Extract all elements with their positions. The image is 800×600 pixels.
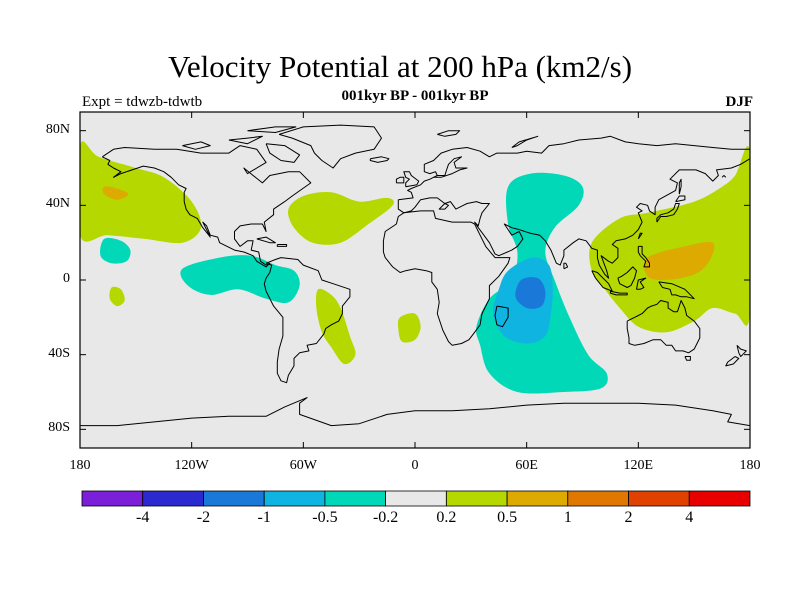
coastline-borneo [617,266,637,288]
coastline-sulawesi [636,277,647,290]
map-frame [79,111,751,449]
coastline-hokkaido [675,195,686,203]
colorbar-box [324,490,386,507]
coastline-java [609,290,628,296]
colorbar-box [445,490,508,507]
coastline-australia [626,300,701,354]
coastline-africa [382,210,511,346]
contour-pos-small-pacific [109,286,125,307]
coastline-philippines [637,245,650,268]
season-label: DJF [725,94,754,110]
coastline-madagascar [494,305,509,328]
colorbar-box [506,490,569,507]
coastline-canadian-arch-2 [228,135,263,145]
coastline-new-guinea [658,281,695,300]
coastline-cuba [256,236,276,244]
lon-label-5: 120E [623,458,654,473]
lat-label-40N: 40N [45,196,70,212]
plot-subtitle: 001kyr BP - 001kyr BP [341,88,489,104]
colorbar-box [263,490,326,507]
coastline-hispaniola [276,244,288,247]
lat-label-0: 0 [63,271,70,286]
colorbar-box [688,490,751,507]
coastline-kamchatka-island [721,175,727,178]
contour-pos-west-pacific-core [644,241,715,281]
colorbar-box [385,490,447,507]
lon-label-2: 60W [289,458,317,473]
coastline-tasmania [684,356,691,361]
colorbar-label: -0.5 [312,509,338,526]
contour-pos-south-america [315,288,356,365]
colorbar-box [567,490,629,507]
colorbar-label: -4 [136,509,150,526]
lon-label-6: 180 [739,458,761,473]
coastline-ireland [395,176,405,184]
colorbar-box [203,490,265,507]
coastline-taiwan [637,232,643,240]
lat-label-40S: 40S [48,345,70,361]
colorbar-label: -2 [196,509,211,526]
coastline-new-zealand-s [725,356,740,367]
colorbar-label: 1 [563,509,572,526]
coastline-japan [656,203,680,223]
lon-label-0: 180 [69,458,91,473]
contour-pos-north-pacific-core [102,186,129,200]
plot-title: Velocity Potential at 200 hPa (km2/s) [167,49,633,84]
coastline-canadian-arch-1 [182,141,211,150]
lat-label-80S: 80S [48,420,70,436]
coastline-north-america [102,145,312,268]
coastline-new-zealand-n [736,344,747,357]
coastline-antarctica [80,397,750,427]
contour-neg-tropical-east-pacific [180,255,300,304]
coastline-baltic [433,156,468,178]
colorbar-label: -0.2 [372,509,399,526]
coastline-britain [403,171,420,188]
coastlines [80,124,750,427]
contour-neg-indian-ocean-core [515,277,546,309]
contour-pos-south-atlantic [397,313,421,343]
colorbar [81,490,751,507]
contour-pos-north-pacific [80,141,202,244]
coastline-canadian-arch-3 [247,126,297,133]
colorbar-label: -1 [257,509,271,526]
colorbar-label: 2 [624,509,633,526]
coastline-svalbard [437,130,461,137]
colorbar-box [628,490,690,507]
contour-pos-north-atlantic [288,192,394,245]
experiment-label: Expt = tdwzb-tdwtb [82,94,203,110]
colorbar-label: 0.2 [436,509,457,526]
coastline-novaya-zemlya [511,135,539,148]
coastline-south-america [263,257,351,384]
coastline-sakhalin [678,178,682,195]
coastline-greenland [278,124,382,169]
colorbar-label: 4 [685,509,694,526]
lon-label-3: 0 [411,458,419,473]
lat-label-80N: 80N [45,121,70,137]
lon-label-4: 60E [515,458,538,473]
contour-neg-central-pacific [100,237,131,264]
colorbar-label: 0.5 [497,509,518,526]
coastline-sri-lanka [563,262,569,270]
coastline-iceland [369,156,390,163]
colorbar-box [81,490,144,507]
coastline-baffin [265,143,301,163]
colorbar-box [142,490,204,507]
velocity-potential-field [80,141,750,394]
coastline-eurasia [397,135,750,279]
lon-label-1: 120W [174,458,209,473]
